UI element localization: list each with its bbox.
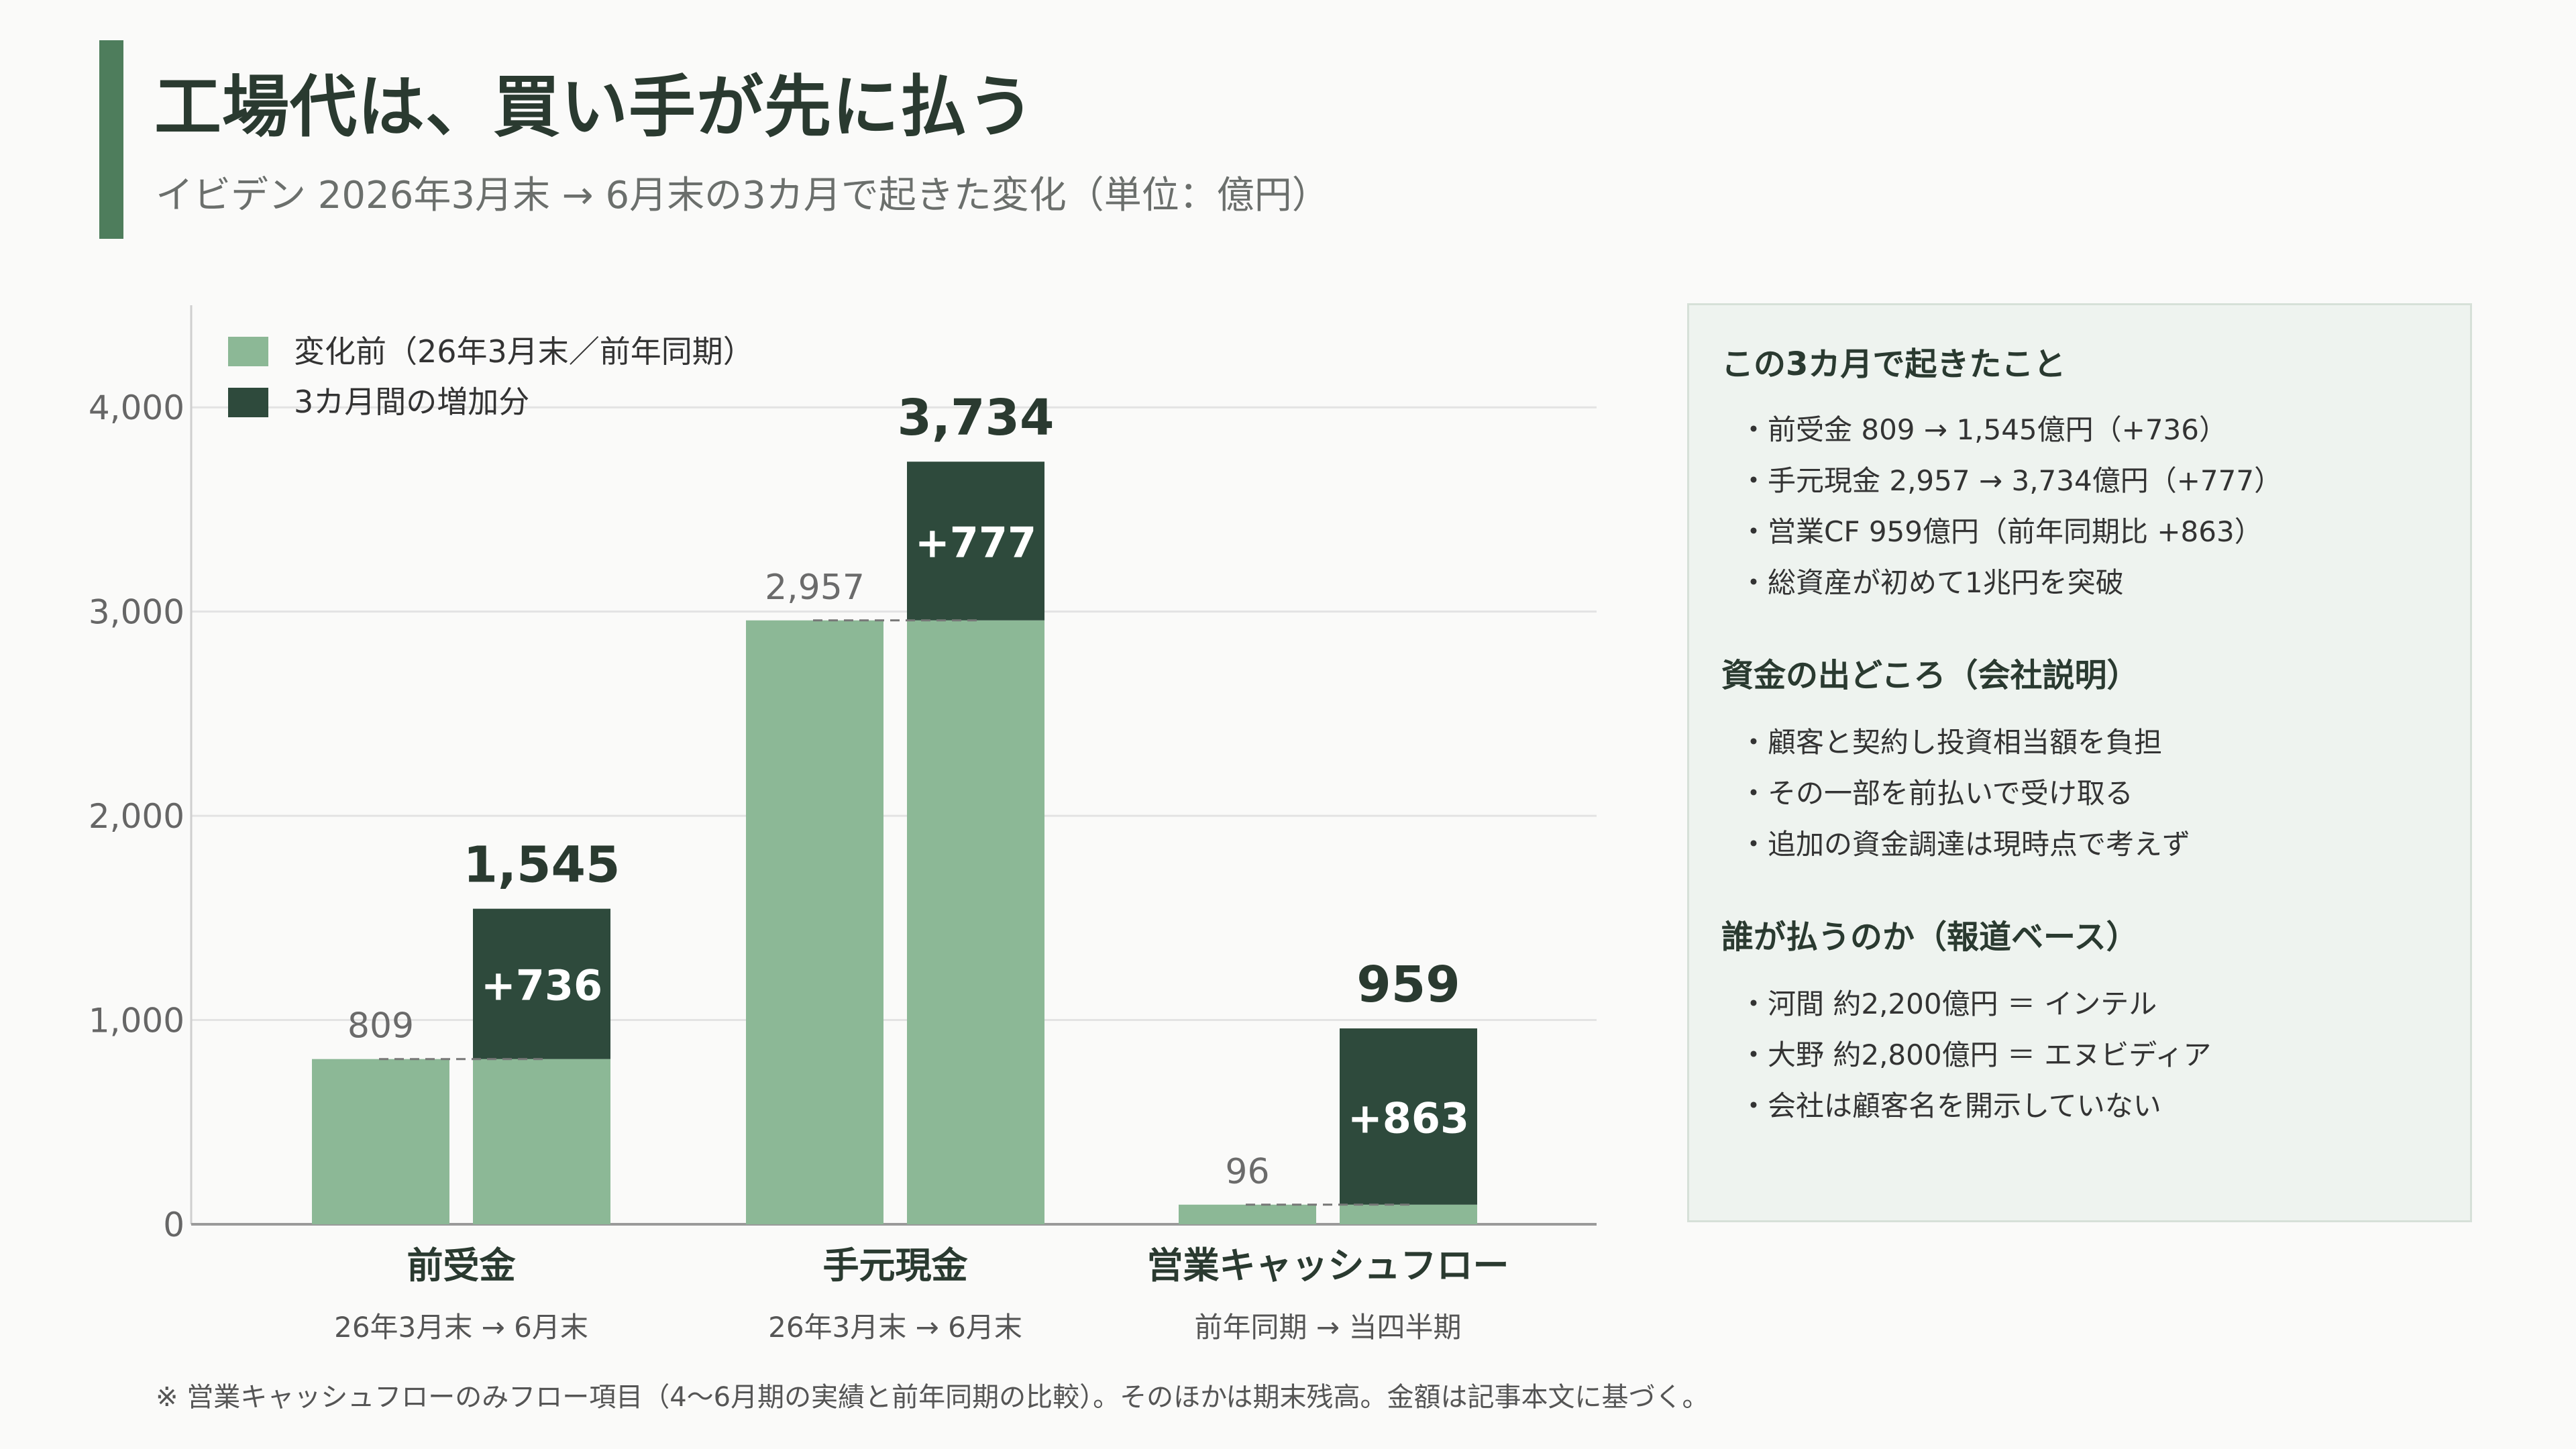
category-sublabel: 26年3月末 → 6月末 — [334, 1311, 588, 1344]
summary-panel: この3カ月で起きたこと ・前受金 809 → 1,545億円（+736） ・手元… — [1687, 303, 2472, 1222]
bar-after-base — [473, 1059, 610, 1224]
legend-label-before: 変化前（26年3月末／前年同期） — [294, 333, 754, 370]
before-value-label: 96 — [1225, 1152, 1269, 1192]
panel-item: ・顧客と契約し投資相当額を負担 — [1739, 726, 2163, 759]
title-accent-bar — [99, 40, 123, 239]
bar-before — [312, 1059, 449, 1224]
y-tick-label: 4,000 — [89, 388, 184, 427]
legend-swatch-increase — [228, 388, 268, 417]
legend-label-increase: 3カ月間の増加分 — [294, 384, 529, 420]
panel-item: ・その一部を前払いで受け取る — [1739, 777, 2133, 810]
panel-section-title-funding: 資金の出どころ（会社説明） — [1721, 657, 2139, 694]
category-label: 手元現金 — [823, 1244, 969, 1287]
footnote: ※ 営業キャッシュフローのみフロー項目（4〜6月期の実績と前年同期の比較）。その… — [156, 1382, 1709, 1413]
bar-increase — [907, 462, 1044, 621]
bar-before — [746, 620, 883, 1224]
legend-swatch-before — [228, 337, 268, 366]
category-label: 前受金 — [407, 1244, 517, 1287]
bar-increase — [473, 908, 610, 1059]
panel-item: ・営業CF 959億円（前年同期比 +863） — [1739, 515, 2263, 548]
panel-item: ・追加の資金調達は現時点で考えず — [1739, 828, 2191, 861]
increase-value-label: +863 — [1348, 1093, 1469, 1142]
after-value-label: 959 — [1356, 956, 1460, 1014]
after-value-label: 3,734 — [897, 389, 1054, 447]
category-sublabel: 前年同期 → 当四半期 — [1195, 1311, 1462, 1344]
panel-section-title-events: この3カ月で起きたこと — [1721, 345, 2066, 383]
y-tick-label: 3,000 — [89, 593, 184, 632]
category-label: 営業キャッシュフロー — [1147, 1244, 1509, 1287]
y-tick-label: 0 — [163, 1205, 184, 1244]
category-sublabel: 26年3月末 → 6月末 — [768, 1311, 1022, 1344]
panel-section-title-payers: 誰が払うのか（報道ベース） — [1721, 918, 2139, 956]
bar-chart: 0 1,000 2,000 3,000 4,000 変化前（26年3月末／前年同期） 3カ月… — [89, 305, 1597, 1344]
bar-after-base — [1340, 1204, 1477, 1224]
after-value-label: 1,545 — [463, 837, 620, 894]
bar-increase — [1340, 1028, 1477, 1205]
page-subtitle: イビデン 2026年3月末 → 6月末の3カ月で起きた変化（単位：億円） — [156, 174, 1330, 217]
y-tick-label: 1,000 — [89, 1002, 184, 1040]
before-value-label: 2,957 — [765, 568, 865, 608]
panel-item: ・総資産が初めて1兆円を突破 — [1739, 566, 2124, 599]
page-title: 工場代は、買い手が先に払う — [154, 68, 1035, 146]
panel-item: ・手元現金 2,957 → 3,734億円（+777） — [1739, 464, 2283, 497]
bar-after-base — [907, 620, 1044, 1224]
panel-item: ・前受金 809 → 1,545億円（+736） — [1739, 413, 2228, 446]
before-value-label: 809 — [347, 1006, 414, 1046]
panel-item: ・会社は顧客名を開示していない — [1739, 1089, 2161, 1122]
increase-value-label: +736 — [481, 961, 602, 1010]
bar-before — [1179, 1204, 1316, 1224]
panel-item: ・河間 約2,200億円 ＝ インテル — [1739, 987, 2157, 1020]
increase-value-label: +777 — [915, 518, 1036, 567]
y-tick-label: 2,000 — [89, 797, 184, 836]
panel-item: ・大野 約2,800億円 ＝ エヌビディア — [1739, 1038, 2212, 1071]
